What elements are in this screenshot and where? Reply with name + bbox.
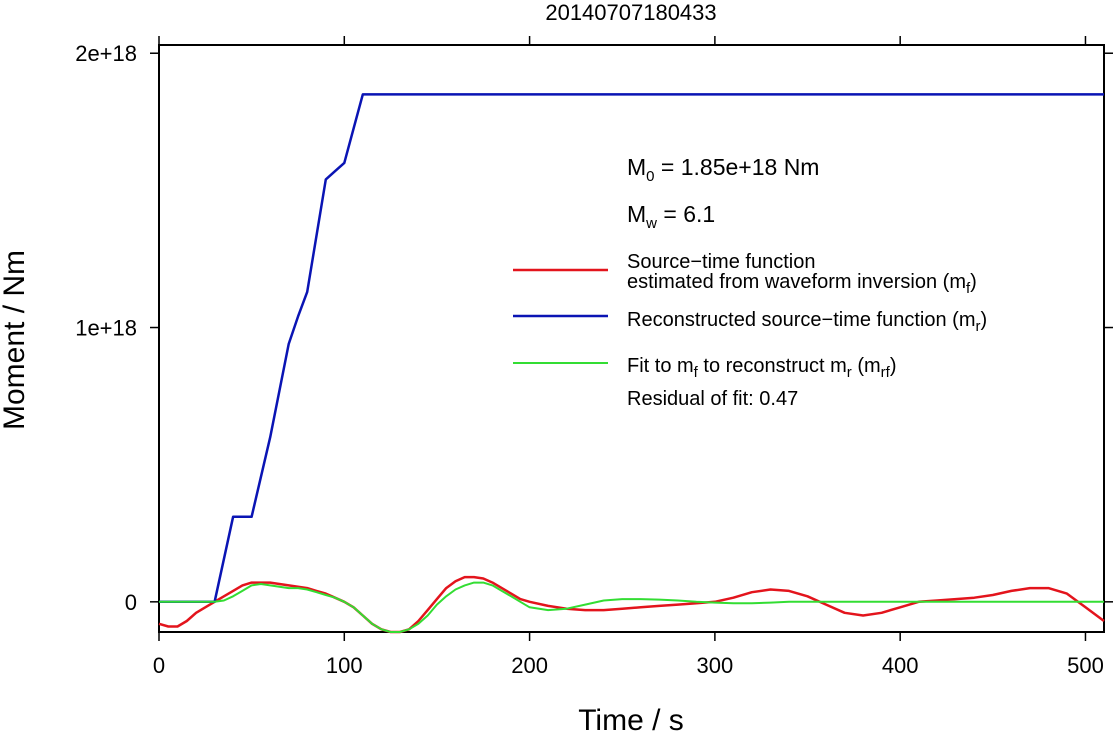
plot-border bbox=[158, 44, 1105, 633]
annotations: M0 = 1.85e+18 Nm Mw = 6.1 Residual of fi… bbox=[627, 154, 819, 410]
y-tick-label: 2e+18 bbox=[75, 41, 137, 66]
m0-annotation: M0 = 1.85e+18 Nm bbox=[627, 154, 819, 185]
x-tick-label: 400 bbox=[882, 653, 919, 678]
y-tick-label: 0 bbox=[125, 590, 137, 615]
x-tick-label: 500 bbox=[1067, 653, 1104, 678]
legend: Source−time function estimated from wave… bbox=[513, 251, 987, 381]
x-tick-label: 200 bbox=[511, 653, 548, 678]
x-tick-label: 100 bbox=[326, 653, 363, 678]
y-axis: 0 1e+18 2e+18 bbox=[75, 41, 1113, 615]
residual-annotation: Residual of fit: 0.47 bbox=[627, 388, 798, 410]
y-axis-title: Moment / Nm bbox=[0, 250, 31, 430]
x-axis-title: Time / s bbox=[578, 704, 684, 734]
legend-label-mrf: Fit to mf to reconstruct mr (mrf) bbox=[627, 355, 897, 381]
series-line-0 bbox=[158, 575, 1105, 634]
series-line-1 bbox=[159, 93, 1104, 604]
y-tick-label: 1e+18 bbox=[75, 316, 137, 341]
x-tick-label: 300 bbox=[697, 653, 734, 678]
legend-label-mr: Reconstructed source−time function (mr) bbox=[627, 309, 987, 335]
x-tick-label: 0 bbox=[153, 653, 165, 678]
legend-item-mrf: Fit to mf to reconstruct mr (mrf) bbox=[513, 355, 897, 381]
legend-item-mf: Source−time function estimated from wave… bbox=[513, 251, 977, 297]
mw-annotation: Mw = 6.1 bbox=[627, 201, 715, 232]
series-layer bbox=[158, 93, 1105, 634]
x-axis: 0 100 200 300 400 500 bbox=[153, 36, 1104, 678]
legend-label-mf-line1: Source−time function bbox=[627, 251, 815, 273]
chart-title: 20140707180433 bbox=[545, 0, 716, 25]
series-line-2 bbox=[159, 581, 1104, 633]
legend-item-mr: Reconstructed source−time function (mr) bbox=[513, 309, 987, 335]
legend-label-mf-line2: estimated from waveform inversion (mf) bbox=[627, 271, 977, 297]
plot-area bbox=[158, 44, 1105, 633]
